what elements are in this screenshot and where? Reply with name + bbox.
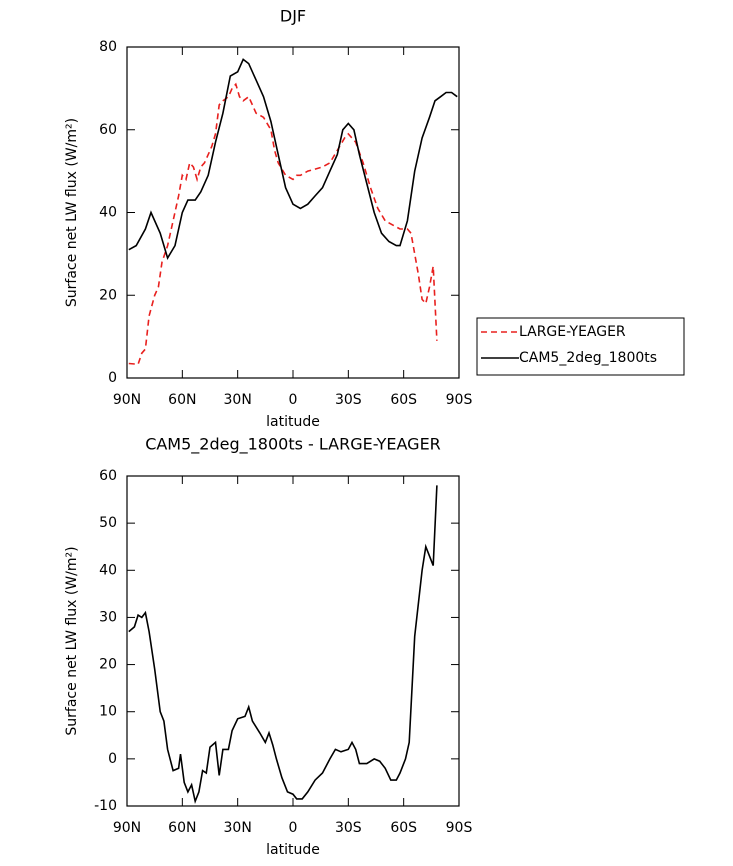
x-axis-label: latitude <box>266 414 320 430</box>
y-tick-label: -10 <box>94 798 117 814</box>
y-tick-label: 60 <box>99 122 117 138</box>
x-tick-label: 30S <box>335 820 362 836</box>
legend-label: LARGE-YEAGER <box>519 324 626 340</box>
x-tick-label: 90N <box>113 820 141 836</box>
legend-box <box>476 317 685 376</box>
chart-title: DJF <box>280 7 306 26</box>
x-tick-label: 30S <box>335 392 362 408</box>
x-tick-label: 60S <box>390 820 417 836</box>
y-tick-label: 50 <box>99 515 117 531</box>
y-tick-label: 40 <box>99 205 117 221</box>
y-tick-label: 80 <box>99 39 117 55</box>
x-tick-label: 60S <box>390 392 417 408</box>
x-tick-label: 60N <box>168 392 196 408</box>
y-tick-label: 10 <box>99 704 117 720</box>
x-tick-label: 0 <box>289 820 298 836</box>
legend-label: CAM5_2deg_1800ts <box>519 350 657 366</box>
chart-title: CAM5_2deg_1800ts - LARGE-YEAGER <box>145 435 441 455</box>
x-tick-label: 90N <box>113 392 141 408</box>
y-tick-label: 30 <box>99 609 117 625</box>
y-tick-label: 20 <box>99 287 117 303</box>
data-line <box>128 58 458 260</box>
x-tick-label: 30N <box>224 820 252 836</box>
y-tick-label: 20 <box>99 657 117 673</box>
data-line <box>128 485 438 805</box>
x-tick-label: 0 <box>289 392 298 408</box>
y-axis-label: Surface net LW flux (W/m²) <box>64 546 80 735</box>
x-tick-label: 90S <box>446 820 473 836</box>
y-tick-label: 0 <box>108 751 117 767</box>
plot-frame <box>126 475 460 807</box>
x-axis-label: latitude <box>266 842 320 858</box>
x-tick-label: 90S <box>446 392 473 408</box>
data-line <box>128 82 438 366</box>
y-tick-label: 60 <box>99 468 117 484</box>
x-tick-label: 60N <box>168 820 196 836</box>
y-tick-label: 0 <box>108 370 117 386</box>
y-tick-label: 40 <box>99 562 117 578</box>
y-axis-label: Surface net LW flux (W/m²) <box>64 118 80 307</box>
x-tick-label: 30N <box>224 392 252 408</box>
